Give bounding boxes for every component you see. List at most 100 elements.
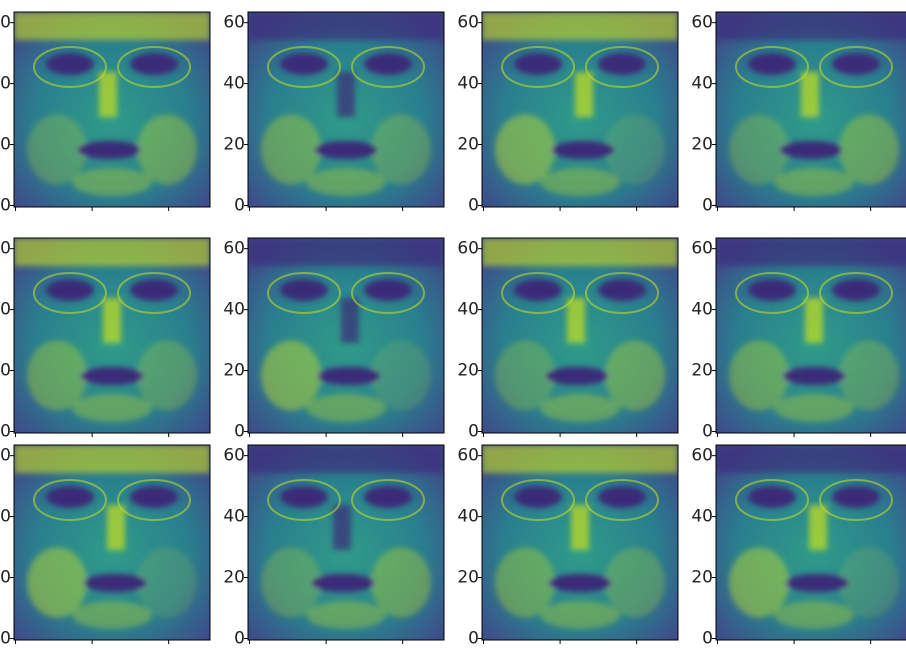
y-tick-label: 60 [457,239,479,259]
y-tick-label: 40 [223,300,245,320]
eye [280,279,328,301]
y-tick-label: 0 [702,421,713,441]
subplot: 0204060 [457,12,678,215]
y-tick-label: 20 [691,361,713,381]
mouth [545,367,609,385]
nose [333,505,351,550]
eye [364,53,412,75]
mouth [782,367,846,385]
y-tick-label: 40 [0,300,11,320]
y-tick-label: 60 [0,239,11,259]
y-tick-label: 20 [457,568,479,588]
y-tick-label: 40 [457,300,479,320]
y-tick-label: 0 [234,628,245,648]
y-tick-label: 60 [223,446,245,466]
chin [774,168,854,196]
nose [801,72,819,117]
y-tick-label: 0 [0,195,11,215]
y-tick-label: 0 [234,421,245,441]
image [14,12,210,207]
mouth [551,141,615,159]
chin [774,601,854,629]
face-tone [248,12,444,40]
subplot: 0204060 [691,445,906,648]
eye [46,53,94,75]
mouth [77,141,141,159]
chin [306,168,386,196]
face-cheek [261,115,321,185]
mouth [317,367,381,385]
eye [364,279,412,301]
nose [805,298,823,343]
image [482,238,678,433]
eye [748,53,796,75]
mouth [779,141,843,159]
face-cheek [605,341,665,411]
figure: 0 20 40 60 0 20 40 60 0 20 40 60 0 20 40 60 0 20 40 60 0 20 40… [0,0,906,648]
subplot: 0 20 40 60 [457,445,678,648]
nose [337,72,355,117]
eye [280,486,328,508]
chin [306,394,386,422]
eye [280,53,328,75]
y-tick-label: 0 [468,195,479,215]
y-tick-label: 60 [457,446,479,466]
y-tick-label: 40 [223,507,245,527]
mouth [83,574,147,592]
y-tick-label: 40 [457,507,479,527]
y-tick-label: 40 [691,507,713,527]
y-tick-label: 0 [0,628,11,648]
mouth [314,141,378,159]
eye [130,486,178,508]
eye [598,53,646,75]
y-tick-label: 0 [468,421,479,441]
eye [748,486,796,508]
eye [598,279,646,301]
y-tick-label: 20 [223,568,245,588]
y-tick-label: 0 [702,628,713,648]
y-tick-label: 20 [223,361,245,381]
face-cheek [605,548,665,618]
image [716,445,906,640]
y-tick-label: 20 [457,135,479,155]
face-tone [248,238,444,266]
y-tick-label: 60 [691,239,713,259]
mouth [80,367,144,385]
face-cheek [137,341,197,411]
y-tick-label: 60 [691,13,713,33]
y-tick-label: 0 [702,195,713,215]
eye [130,279,178,301]
face-cheek [27,548,87,618]
eye [130,53,178,75]
face-tone [482,445,678,473]
chin [540,168,620,196]
eye [46,279,94,301]
chin [774,394,854,422]
y-tick-label: 40 [0,74,11,94]
face-tone [14,445,210,473]
image [248,12,444,207]
chin [72,168,152,196]
face-cheek [495,548,555,618]
y-tick-label: 40 [691,74,713,94]
chin [306,601,386,629]
image [248,238,444,433]
y-tick-label: 0 [468,628,479,648]
mouth [548,574,612,592]
eye [514,486,562,508]
y-tick-label: 20 [0,568,11,588]
face-cheek [495,115,555,185]
y-tick-label: 0 [0,421,11,441]
subplot: 0204060 [457,238,678,441]
y-tick-label: 60 [0,446,11,466]
eye [832,53,880,75]
subplot: 0204060 [691,238,906,441]
chin [540,394,620,422]
subplot: 0204060 [0,445,210,648]
image [14,445,210,640]
nose [341,298,359,343]
eye [832,279,880,301]
